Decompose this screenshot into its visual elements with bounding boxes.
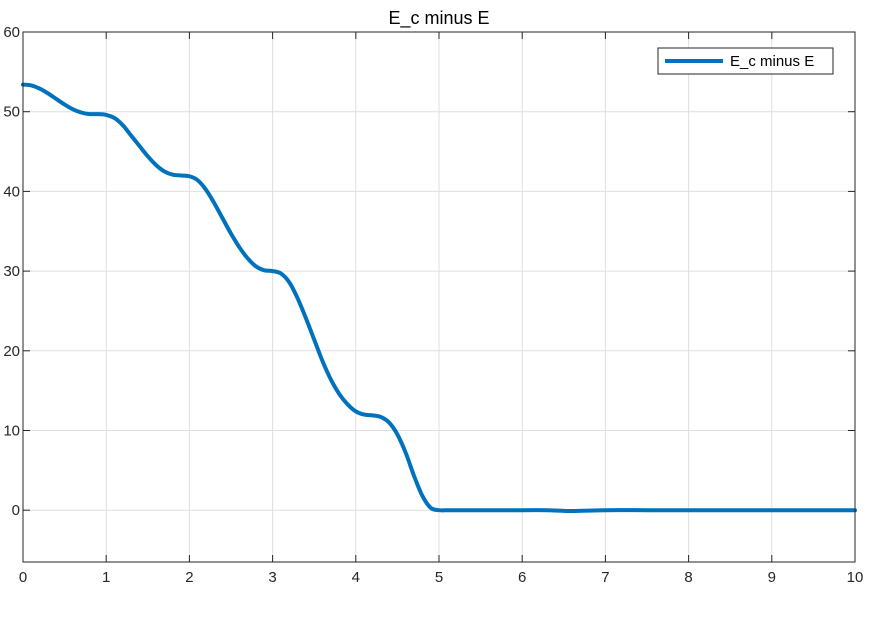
x-tick-label: 6 (518, 569, 526, 586)
x-tick-labels: 0 1 2 3 4 5 6 7 8 9 10 (19, 569, 864, 586)
axes-box (22, 31, 856, 563)
x-tick-label: 2 (185, 569, 193, 586)
series-layer (21, 82, 857, 513)
x-tick-label: 5 (435, 569, 443, 586)
x-tick-label: 1 (102, 569, 110, 586)
y-tick-label: 60 (3, 24, 20, 41)
y-tick-labels: 0 10 20 30 40 50 60 (3, 24, 20, 519)
x-tick-label: 4 (352, 569, 360, 586)
x-tick-label: 0 (19, 569, 27, 586)
x-tick-label: 3 (268, 569, 276, 586)
y-tick-label: 20 (3, 343, 20, 360)
chart-title: E_c minus E (388, 8, 489, 29)
legend: E_c minus E (657, 47, 834, 75)
x-tick-label: 8 (684, 569, 692, 586)
legend-label: E_c minus E (730, 53, 814, 70)
y-tick-label: 30 (3, 263, 20, 280)
series-line (21, 82, 857, 513)
x-tick-label: 9 (768, 569, 776, 586)
y-tick-label: 0 (12, 502, 20, 519)
x-tick-label: 7 (601, 569, 609, 586)
x-tick-label: 10 (847, 569, 864, 586)
y-tick-label: 40 (3, 183, 20, 200)
y-tick-label: 50 (3, 104, 20, 121)
y-tick-label: 10 (3, 422, 20, 439)
